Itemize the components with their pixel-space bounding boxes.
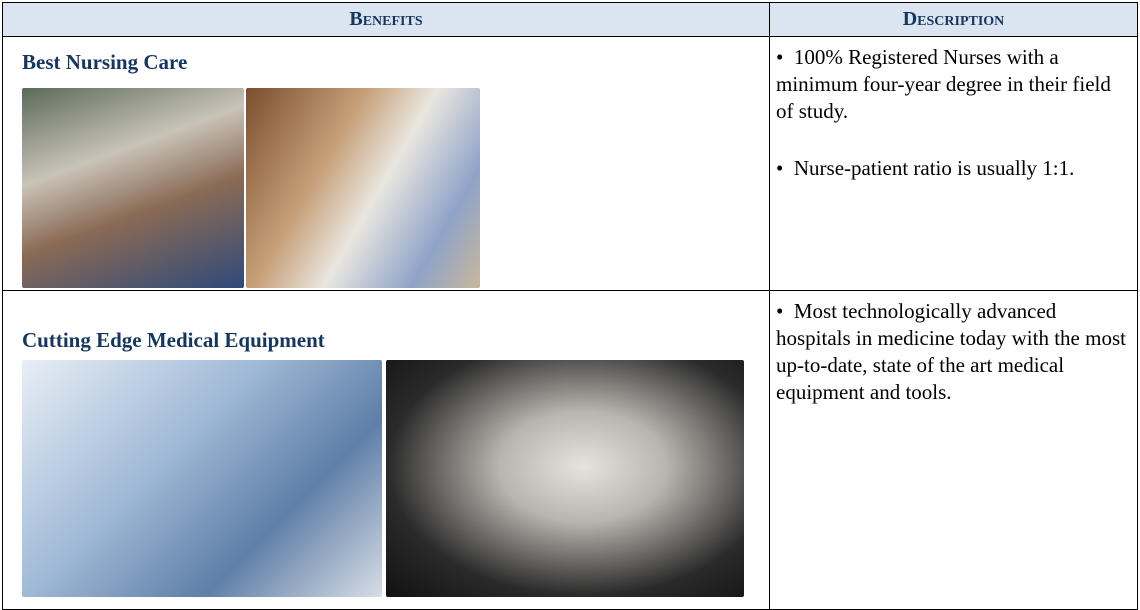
row-title: Best Nursing Care <box>22 50 188 74</box>
bullet: • 100% Registered Nurses with a minimum … <box>776 45 1111 123</box>
photo <box>22 360 382 597</box>
bullet-text: 100% Registered Nurses with a minimum fo… <box>776 45 1111 123</box>
header-cell: Benefits <box>2 2 770 37</box>
table-cell <box>769 36 1138 291</box>
bullet-text: Nurse-patient ratio is usually 1:1. <box>793 156 1075 180</box>
bullet: • Nurse-patient ratio is usually 1:1. <box>776 156 1075 180</box>
photo <box>22 88 244 288</box>
bullet-text: Most technologically advanced hospitals … <box>776 299 1126 404</box>
description: • 100% Registered Nurses with a minimum … <box>776 44 1132 212</box>
header-text: Benefits <box>349 8 423 30</box>
header-text: Description <box>902 8 1005 30</box>
photo <box>246 88 480 288</box>
photo <box>386 360 744 597</box>
row-title: Cutting Edge Medical Equipment <box>22 328 325 352</box>
header-cell: Description <box>769 2 1138 37</box>
description: • Most technologically advanced hospital… <box>776 298 1132 436</box>
bullet: • Most technologically advanced hospital… <box>776 299 1126 404</box>
